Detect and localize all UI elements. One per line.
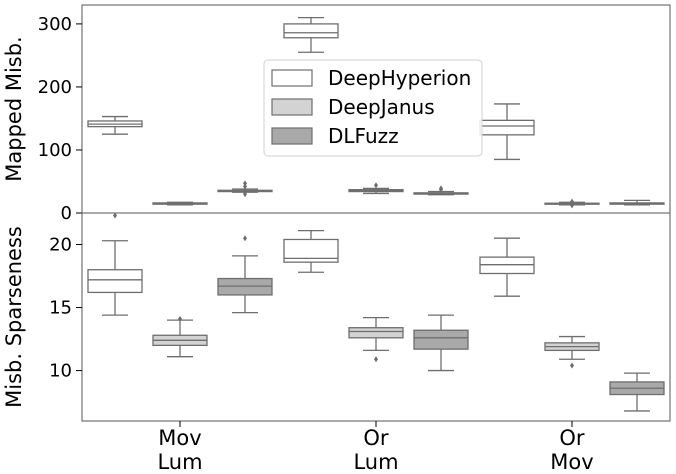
- bottom-box-deephyperion-1: [283, 238, 339, 263]
- top-box-deephyperion-1: [283, 23, 339, 39]
- top-ylabel: Mapped Misb.: [2, 36, 26, 181]
- legend-label-deepjanus: DeepJanus: [328, 95, 435, 119]
- bottom-ytick-label: 15: [49, 298, 72, 319]
- xtick-label: Or: [559, 426, 585, 450]
- top-box-deepjanus-2-flier: [570, 198, 574, 205]
- top-box-dlfuzz-0-flier: [243, 180, 247, 187]
- xtick-label: Or: [363, 426, 389, 450]
- bottom-box-deephyperion-0: [87, 269, 143, 294]
- top-ytick-label: 0: [61, 203, 72, 224]
- bottom-box-deepjanus-1-flier: [374, 356, 378, 363]
- top-box-dlfuzz-0-flier: [243, 183, 247, 190]
- bottom-ylabel: Misb. Sparseness: [2, 226, 26, 408]
- top-box-deephyperion-2: [479, 119, 535, 136]
- bottom-box-dlfuzz-1: [413, 329, 469, 350]
- legend-swatch-deepjanus: [271, 98, 313, 116]
- legend-label-dlfuzz: DLFuzz: [328, 124, 399, 148]
- bottom-box-deepjanus-1: [348, 327, 404, 339]
- legend-swatch-deephyperion: [271, 69, 313, 87]
- xtick-label: Lum: [353, 450, 398, 474]
- xtick-label: Mov: [550, 450, 593, 474]
- xtick-label: Lum: [157, 450, 202, 474]
- top-ytick-label: 200: [38, 77, 72, 98]
- bottom-ytick-label: 10: [49, 361, 72, 382]
- legend-box: [263, 59, 483, 157]
- bottom-box-deepjanus-0-flier: [178, 315, 182, 322]
- top-box-deepjanus-2-flier: [570, 202, 574, 209]
- bottom-box-dlfuzz-0-flier: [243, 235, 247, 242]
- legend-label-deephyperion: DeepHyperion: [328, 66, 471, 90]
- top-box-dlfuzz-0-flier: [243, 191, 247, 198]
- top-ytick-label: 300: [38, 14, 72, 35]
- top-box-dlfuzz-1-flier: [439, 185, 443, 192]
- bottom-box-deephyperion-0-flier: [113, 212, 117, 219]
- top-ytick-label: 100: [38, 140, 72, 161]
- bottom-box-deepjanus-2-flier: [570, 362, 574, 369]
- bottom-ytick-label: 20: [49, 235, 72, 256]
- xtick-label: Mov: [158, 426, 201, 450]
- legend-swatch-dlfuzz: [271, 127, 313, 145]
- top-box-deepjanus-1-flier: [374, 182, 378, 189]
